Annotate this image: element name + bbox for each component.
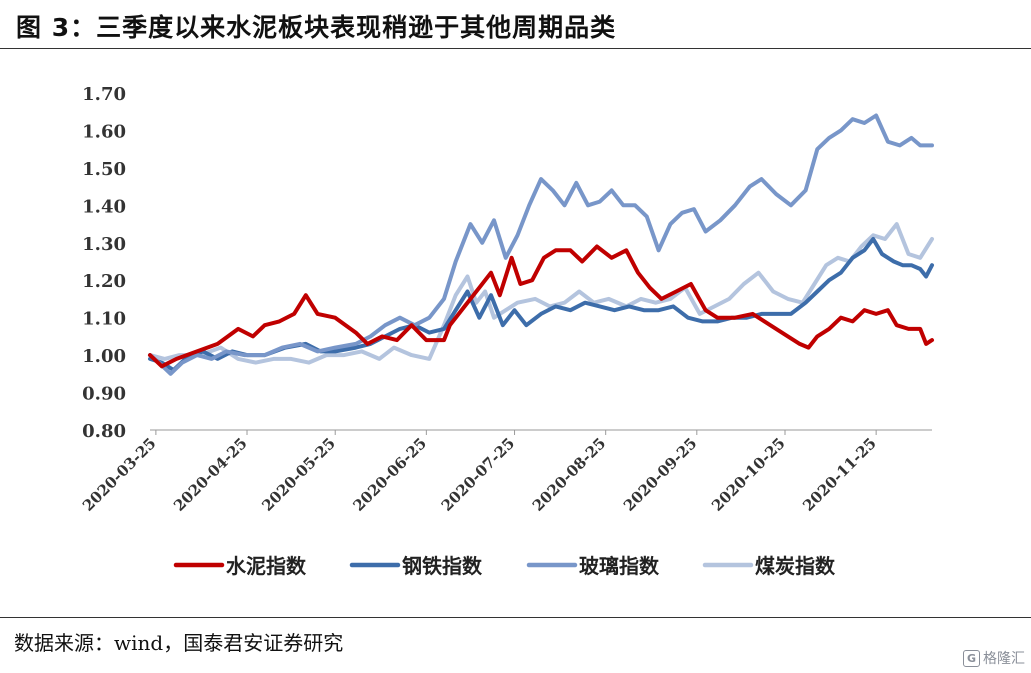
series-line (148, 244, 934, 369)
figure-title: 图 3：三季度以来水泥板块表现稍逊于其他周期品类 (16, 13, 617, 42)
y-tick-label: 1.50 (82, 159, 126, 180)
chart-legend: 水泥指数 钢铁指数 玻璃指数 煤炭指数 (173, 554, 836, 578)
y-tick-label: 0.90 (82, 384, 126, 405)
top-rule (0, 48, 1031, 49)
chart-series (148, 113, 934, 376)
source-note: 数据来源：wind，国泰君安证券研究 (14, 631, 344, 655)
y-tick-label: 1.30 (82, 234, 126, 255)
line-chart: 1.70 1.60 1.50 1.40 1.30 1.20 1.10 1.00 0.90 0.80… (79, 84, 934, 578)
x-tick-label: 2020-03-25 (79, 434, 160, 515)
x-tick-label: 2020-05-25 (258, 434, 339, 515)
series-line (148, 237, 934, 373)
legend-label: 水泥指数 (226, 554, 307, 578)
series-line (148, 113, 934, 376)
watermark: G 格隆汇 (963, 648, 1025, 668)
x-tick-label: 2020-09-25 (620, 434, 701, 515)
y-tick-label: 1.00 (82, 346, 126, 367)
x-tick-label: 2020-10-25 (708, 434, 789, 515)
series-line (148, 222, 934, 365)
x-tick-label: 2020-07-25 (438, 434, 519, 515)
bottom-rule (0, 617, 1031, 618)
legend-label: 煤炭指数 (755, 554, 836, 578)
y-tick-label: 1.60 (82, 121, 126, 142)
legend-label: 玻璃指数 (579, 554, 660, 578)
y-tick-label: 0.80 (82, 421, 126, 442)
y-tick-label: 1.20 (82, 271, 126, 292)
y-tick-label: 1.10 (82, 309, 126, 330)
x-tick-label: 2020-11-25 (799, 434, 880, 515)
x-tick-label: 2020-04-25 (170, 434, 251, 515)
y-tick-label: 1.40 (82, 196, 126, 217)
y-tick-label: 1.70 (82, 84, 126, 105)
logo-icon: G (963, 649, 980, 667)
watermark-label: 格隆汇 (983, 651, 1025, 667)
x-tick-label: 2020-08-25 (529, 434, 610, 515)
x-tick-label: 2020-06-25 (349, 434, 430, 515)
legend-label: 钢铁指数 (402, 554, 483, 578)
